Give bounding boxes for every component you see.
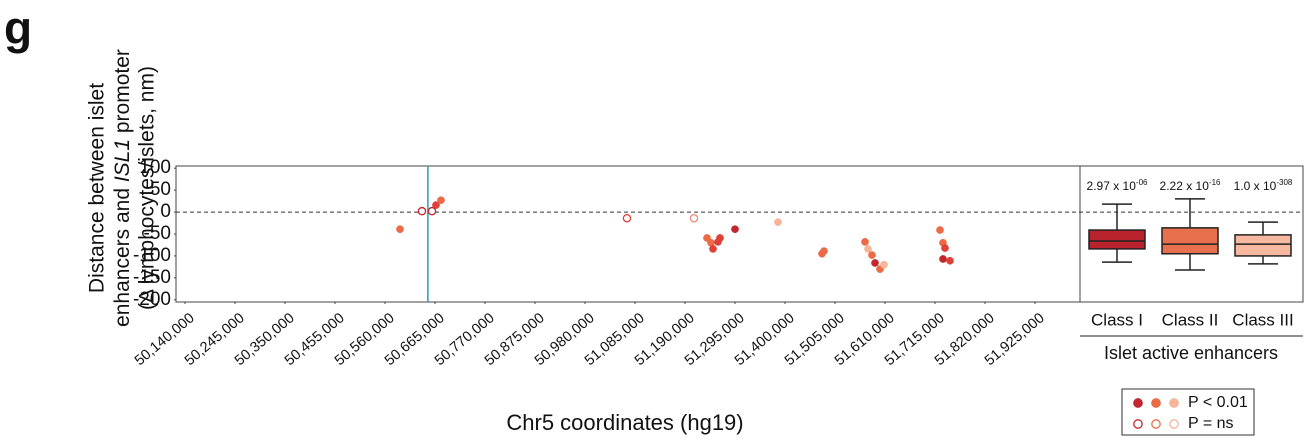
p-value-base: 2.22 x 10	[1160, 179, 1210, 193]
y-axis-label: Distance between islet	[86, 83, 109, 293]
y-tick-label: -150	[133, 267, 171, 288]
y-tick-label: 50	[150, 179, 171, 200]
x-tick-label: Class I	[1091, 310, 1143, 329]
legend-label: P < 0.01	[1188, 394, 1248, 411]
plot-frame	[175, 165, 1081, 303]
data-point	[936, 226, 944, 234]
legend-marker	[1151, 419, 1161, 429]
data-point	[731, 225, 739, 234]
y-axis-label-part: enhancers and	[111, 182, 134, 327]
data-point	[864, 245, 872, 253]
box	[1088, 229, 1146, 250]
p-value-exp: -16	[1209, 178, 1221, 187]
data-point	[946, 256, 954, 265]
p-value-exp: -308	[1276, 178, 1293, 187]
y-axis-label-part: promoter	[111, 49, 134, 139]
p-value-exp: -06	[1136, 178, 1148, 187]
legend-marker	[1169, 398, 1179, 408]
data-point	[939, 255, 947, 263]
x-tick-label: Class II	[1162, 310, 1219, 329]
data-point	[880, 260, 888, 269]
legend-marker	[1133, 419, 1143, 429]
x-axis-label: Chr5 coordinates (hg19)	[506, 410, 743, 435]
legend-marker	[1151, 398, 1161, 408]
data-point	[709, 245, 717, 253]
data-point	[689, 213, 699, 223]
y-axis-label: enhancers and ISL1 promoter	[111, 49, 134, 327]
data-point	[622, 213, 632, 223]
p-value-label: 2.97 x 10-06	[1087, 178, 1148, 193]
data-point	[871, 259, 879, 267]
legend-label: P = ns	[1188, 415, 1234, 432]
p-value-base: 2.97 x 10	[1087, 179, 1137, 193]
x-tick-label: Class III	[1232, 310, 1293, 329]
y-axis-label: (Δ lymphocytes/islets, nm)	[136, 66, 159, 310]
data-point	[774, 218, 782, 227]
y-tick-label: 0	[160, 201, 171, 222]
legend-box	[1121, 388, 1255, 436]
p-value-label: 2.22 x 10-16	[1160, 178, 1221, 193]
group-label: Islet active enhancers	[1104, 343, 1278, 363]
p-value-base: 1.0 x 10	[1234, 179, 1277, 193]
data-point	[716, 234, 724, 242]
data-point	[820, 247, 828, 255]
data-point	[432, 201, 440, 209]
data-point	[417, 206, 427, 216]
y-tick-label: -50	[144, 223, 171, 244]
data-point	[396, 225, 404, 234]
data-point	[437, 196, 445, 205]
legend-marker	[1133, 398, 1143, 408]
y-tick-label: 100	[139, 157, 171, 178]
box	[1161, 227, 1219, 255]
panel-label: g	[4, 2, 32, 54]
data-point	[941, 244, 949, 252]
legend-marker	[1169, 419, 1179, 429]
box-frame	[1079, 165, 1304, 303]
y-tick-label: -100	[133, 245, 171, 266]
y-axis-label-part: ISL1	[111, 139, 134, 182]
y-tick-label: -200	[133, 289, 171, 310]
p-value-label: 1.0 x 10-308	[1234, 178, 1293, 193]
data-point	[861, 238, 869, 246]
data-point	[868, 251, 876, 259]
box	[1234, 234, 1292, 257]
data-point	[427, 206, 437, 216]
